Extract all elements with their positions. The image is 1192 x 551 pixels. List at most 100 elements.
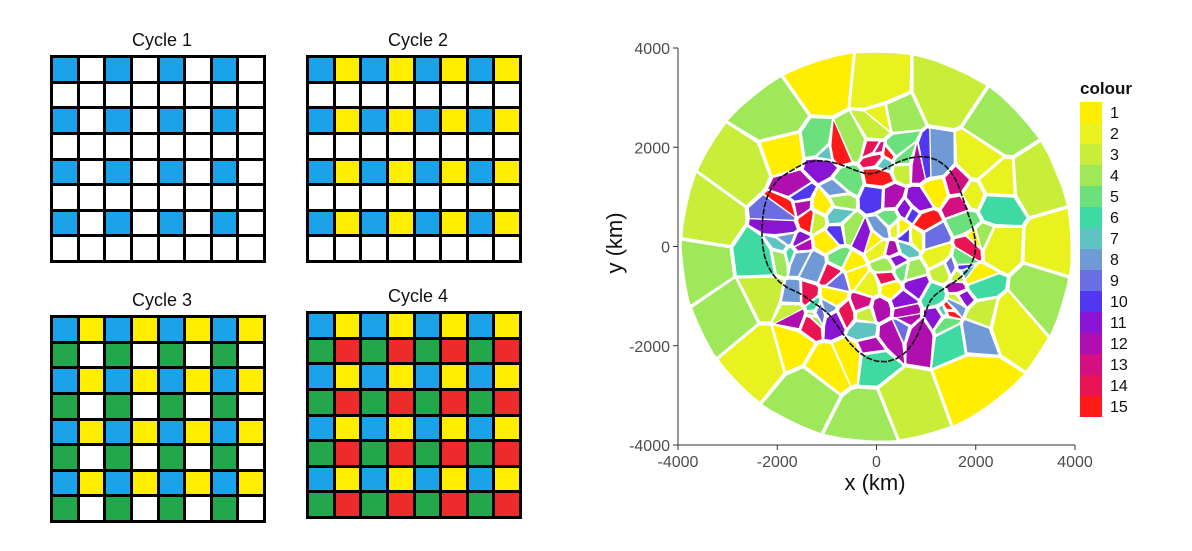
grid-cell xyxy=(159,471,184,495)
grid-cell xyxy=(186,186,210,209)
voronoi-cell xyxy=(1009,264,1068,336)
grid-cell xyxy=(442,467,466,491)
grid-cell xyxy=(53,343,77,367)
voronoi-cell xyxy=(681,240,734,305)
grid-cell xyxy=(415,186,440,209)
grid-cell xyxy=(309,390,333,414)
voronoi-cell xyxy=(948,294,961,303)
grid-cell xyxy=(468,314,493,337)
grid-cell xyxy=(212,446,237,469)
grid-cell xyxy=(362,314,386,337)
voronoi-cell xyxy=(922,243,952,268)
grid-cell xyxy=(159,343,184,367)
voronoi-cell xyxy=(884,183,906,208)
grid-cell xyxy=(53,471,77,495)
grid-cell xyxy=(159,497,184,520)
voronoi-cell xyxy=(682,173,746,245)
legend-label: 6 xyxy=(1110,210,1119,227)
grid-cell xyxy=(186,109,210,132)
voronoi-cell xyxy=(821,287,848,306)
voronoi-cell xyxy=(907,209,919,224)
grid-cell xyxy=(106,446,130,469)
y-tick-label: -2000 xyxy=(629,339,670,356)
legend-label: 9 xyxy=(1110,273,1119,290)
grid-cell xyxy=(388,442,413,465)
grid-cell xyxy=(309,160,333,184)
grid-cell xyxy=(186,83,210,107)
grid-cell xyxy=(79,160,104,184)
voronoi-cell xyxy=(807,312,814,316)
grid-cell xyxy=(212,83,237,107)
grid-cell xyxy=(132,83,157,107)
voronoi-cell xyxy=(828,208,854,224)
voronoi-cell xyxy=(832,338,860,386)
grid-cell xyxy=(362,83,386,107)
grid-cell xyxy=(309,467,333,491)
grid-cell xyxy=(186,160,210,184)
voronoi-cell xyxy=(803,159,837,184)
grid-cell xyxy=(53,211,77,235)
voronoi-cell xyxy=(941,196,969,218)
voronoi-cell xyxy=(895,143,916,164)
voronoi-cell xyxy=(855,271,878,296)
grid-cell xyxy=(362,134,386,158)
legend-swatch xyxy=(1080,165,1102,186)
voronoi-cell xyxy=(913,55,987,129)
y-tick-label: 2000 xyxy=(634,140,670,157)
coastline xyxy=(761,155,977,363)
grid-cell xyxy=(159,369,184,392)
grid-cell xyxy=(186,211,210,235)
grid-cell xyxy=(106,369,130,392)
voronoi-cell xyxy=(806,297,819,310)
grid-cell xyxy=(132,186,157,209)
voronoi-cell xyxy=(793,231,810,246)
grid-cell xyxy=(212,186,237,209)
grid-cell xyxy=(362,237,386,260)
grid-cell xyxy=(132,497,157,520)
voronoi-cell xyxy=(824,388,897,441)
grid-cell xyxy=(415,109,440,132)
voronoi-cell xyxy=(912,143,925,183)
voronoi-cell xyxy=(922,178,947,209)
grid-cell xyxy=(212,343,237,367)
legend-label: 12 xyxy=(1110,336,1128,353)
voronoi-cell xyxy=(763,235,786,251)
x-tick-label: -2000 xyxy=(757,454,798,471)
grid-cell xyxy=(442,109,466,132)
voronoi-cell xyxy=(718,325,784,402)
grid-cell xyxy=(53,134,77,158)
voronoi-cell xyxy=(692,278,758,357)
voronoi-cell xyxy=(738,277,784,322)
grid-cell xyxy=(212,109,237,132)
grid-cell xyxy=(442,211,466,235)
voronoi-cell xyxy=(959,291,974,307)
grid-cell xyxy=(362,467,386,491)
grid-cell xyxy=(159,394,184,418)
grid-cell xyxy=(106,211,130,235)
voronoi-cell xyxy=(906,319,933,368)
grid-cell xyxy=(362,442,386,465)
grid-cell xyxy=(53,58,77,81)
voronoi-cell xyxy=(834,165,863,196)
legend-label: 13 xyxy=(1110,357,1128,374)
voronoi-cell xyxy=(852,218,871,253)
grid-cell xyxy=(309,314,333,337)
voronoi-cell xyxy=(802,281,818,305)
grid-cell xyxy=(159,58,184,81)
grid-cell xyxy=(468,83,493,107)
grid-cell xyxy=(415,467,440,491)
grid-cell xyxy=(159,186,184,209)
grid-cell xyxy=(362,211,386,235)
grid-cell xyxy=(132,446,157,469)
grid-cell xyxy=(335,493,360,516)
y-tick-label: -4000 xyxy=(629,438,670,455)
grid-cell xyxy=(335,390,360,414)
grid-cell xyxy=(415,211,440,235)
grid-cell xyxy=(362,390,386,414)
grid-cell xyxy=(132,369,157,392)
legend-swatch xyxy=(1080,333,1102,354)
voronoi-cell xyxy=(834,111,864,162)
voronoi-cell xyxy=(798,210,813,233)
voronoi-cell xyxy=(946,282,966,292)
voronoi-cell xyxy=(859,186,882,214)
